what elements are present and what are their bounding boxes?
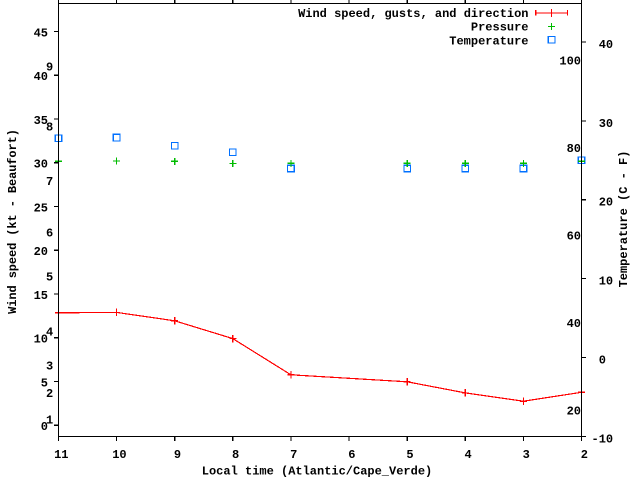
svg-text:60: 60 (567, 230, 581, 244)
svg-text:2: 2 (581, 448, 588, 462)
svg-text:Local time (Atlantic/Cape_Verd: Local time (Atlantic/Cape_Verde) (202, 465, 432, 479)
svg-text:3: 3 (523, 448, 530, 462)
svg-text:10: 10 (599, 275, 613, 289)
svg-text:10: 10 (34, 333, 48, 347)
svg-text:8: 8 (46, 121, 53, 135)
svg-text:35: 35 (34, 114, 48, 128)
svg-text:2: 2 (46, 387, 53, 401)
svg-text:5: 5 (46, 271, 53, 285)
svg-text:80: 80 (567, 142, 581, 156)
svg-text:7: 7 (46, 175, 53, 189)
svg-text:40: 40 (567, 317, 581, 331)
svg-text:5: 5 (406, 448, 413, 462)
svg-text:0: 0 (41, 420, 48, 434)
svg-text:40: 40 (34, 70, 48, 84)
svg-text:6: 6 (46, 226, 53, 240)
svg-text:25: 25 (34, 201, 48, 215)
svg-text:1: 1 (46, 413, 53, 427)
svg-text:20: 20 (34, 245, 48, 259)
svg-text:40: 40 (599, 38, 613, 52)
svg-text:Temperature (C - F): Temperature (C - F) (617, 151, 631, 288)
svg-text:Wind speed, gusts, and directi: Wind speed, gusts, and direction (298, 7, 528, 21)
svg-text:-10: -10 (592, 432, 614, 446)
svg-text:30: 30 (34, 158, 48, 172)
svg-text:30: 30 (599, 117, 613, 131)
svg-text:7: 7 (290, 448, 297, 462)
svg-text:100: 100 (559, 55, 581, 69)
svg-text:20: 20 (567, 404, 581, 418)
svg-text:5: 5 (41, 376, 48, 390)
svg-text:9: 9 (46, 61, 53, 75)
svg-text:20: 20 (599, 196, 613, 210)
svg-text:6: 6 (348, 448, 355, 462)
svg-text:15: 15 (34, 289, 48, 303)
svg-text:4: 4 (464, 448, 471, 462)
svg-text:8: 8 (232, 448, 239, 462)
svg-text:Wind speed (kt - Beaufort): Wind speed (kt - Beaufort) (6, 129, 20, 314)
svg-text:11: 11 (54, 448, 68, 462)
svg-text:4: 4 (46, 325, 53, 339)
svg-text:45: 45 (34, 26, 48, 40)
svg-text:Temperature: Temperature (449, 35, 528, 49)
svg-text:3: 3 (46, 359, 53, 373)
svg-text:9: 9 (174, 448, 181, 462)
svg-text:0: 0 (599, 353, 606, 367)
svg-text:10: 10 (112, 448, 126, 462)
svg-text:Pressure: Pressure (471, 21, 529, 35)
